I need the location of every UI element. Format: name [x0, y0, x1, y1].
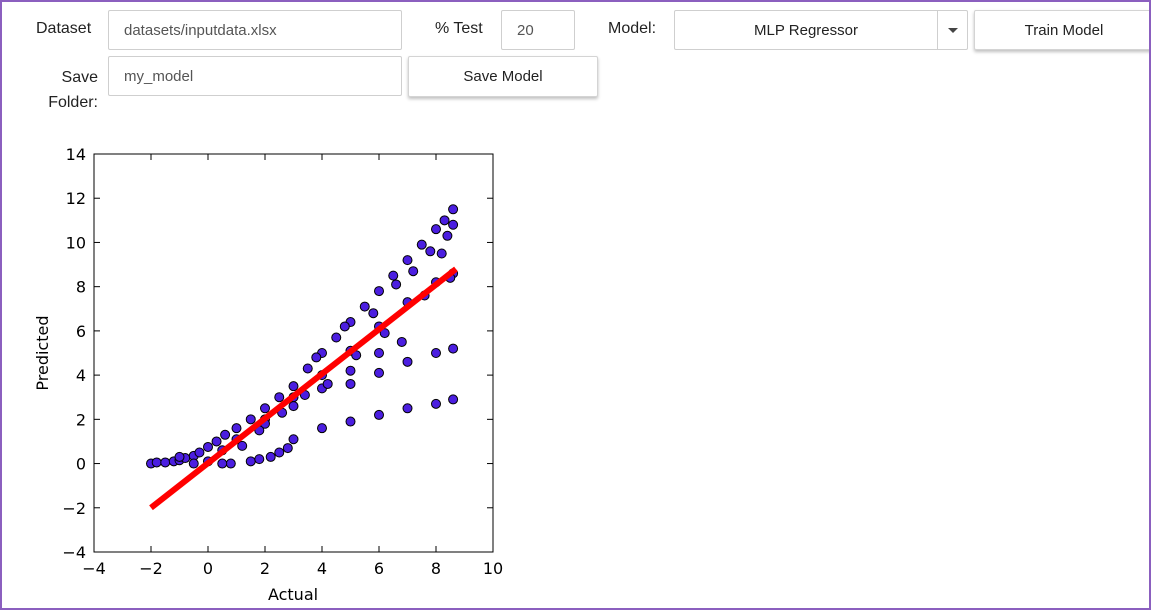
data-point — [425, 246, 436, 257]
data-point — [368, 308, 379, 319]
data-point — [237, 440, 248, 451]
data-point — [217, 458, 228, 469]
x-tick-label: −2 — [139, 559, 163, 578]
save-folder-label: Save Folder: — [32, 65, 98, 115]
y-tick-label: 2 — [76, 410, 86, 429]
data-point — [345, 365, 356, 376]
data-point — [388, 270, 399, 281]
data-point — [402, 255, 413, 266]
y-tick-label: 4 — [76, 366, 86, 385]
data-point — [331, 332, 342, 343]
data-point — [374, 367, 384, 378]
data-point — [174, 451, 185, 462]
data-point — [225, 458, 236, 469]
data-point — [391, 279, 402, 290]
x-tick-label: 10 — [483, 559, 503, 578]
data-point — [408, 266, 419, 277]
data-point — [448, 343, 459, 354]
data-point — [245, 414, 256, 425]
data-point — [160, 457, 171, 468]
data-point — [416, 239, 427, 250]
data-point — [245, 456, 256, 467]
data-point — [436, 248, 447, 259]
data-point — [265, 451, 276, 462]
x-tick-label: 6 — [374, 559, 384, 578]
data-point — [260, 403, 270, 414]
model-select-value: MLP Regressor — [754, 21, 858, 39]
dropdown-arrow-icon[interactable] — [937, 11, 967, 49]
data-point — [379, 328, 390, 339]
y-axis-label: Predicted — [33, 315, 52, 390]
model-label: Model: — [608, 20, 657, 37]
data-point — [359, 301, 370, 312]
data-point — [254, 454, 265, 465]
test-percent-label: % Test — [435, 20, 483, 37]
data-point — [374, 286, 384, 297]
data-point — [442, 230, 453, 241]
data-point — [274, 447, 285, 458]
fit-line — [149, 266, 458, 511]
y-tick-label: −2 — [62, 499, 86, 518]
data-point — [396, 336, 407, 347]
x-tick-label: 8 — [431, 559, 441, 578]
data-point — [402, 356, 413, 367]
data-point — [231, 423, 242, 434]
data-point — [374, 409, 384, 420]
test-percent-input[interactable]: 20 — [501, 10, 575, 50]
save-label-line2: Folder: — [48, 94, 98, 111]
data-point — [339, 321, 350, 332]
data-point — [448, 394, 459, 405]
x-tick-label: 4 — [317, 559, 327, 578]
save-folder-input[interactable]: my_model — [108, 56, 402, 96]
y-tick-label: 8 — [76, 278, 86, 297]
data-point — [431, 224, 441, 235]
data-point — [288, 401, 299, 412]
data-point — [274, 392, 285, 403]
data-point — [402, 403, 413, 414]
save-label-line1: Save — [61, 69, 98, 86]
y-tick-label: 12 — [66, 189, 86, 208]
plot-area-frame — [93, 153, 494, 553]
model-select[interactable]: MLP Regressor — [674, 10, 968, 50]
x-tick-label: 2 — [260, 559, 270, 578]
data-point — [374, 348, 384, 358]
predicted-vs-actual-chart: −4 −2 0 2 4 6 8 10 −4 −2 0 2 4 6 8 10 12 14 Actual Predi… — [33, 145, 503, 604]
data-point — [194, 447, 205, 458]
x-axis-label: Actual — [268, 585, 318, 604]
data-point — [439, 215, 450, 226]
x-tick-label: 0 — [203, 559, 213, 578]
data-point — [302, 363, 313, 374]
data-point — [431, 398, 441, 409]
y-tick-label: −4 — [62, 543, 86, 562]
data-point — [317, 423, 327, 434]
y-tick-label: 10 — [66, 233, 86, 252]
y-tick-label: 0 — [76, 455, 86, 474]
data-point — [322, 378, 333, 389]
save-model-button[interactable]: Save Model — [408, 56, 598, 97]
data-point — [211, 436, 222, 447]
train-model-button[interactable]: Train Model — [974, 10, 1149, 50]
data-point — [282, 443, 293, 454]
data-point — [151, 457, 162, 468]
data-point — [288, 381, 299, 392]
data-point — [220, 429, 231, 440]
data-point — [203, 441, 213, 452]
data-point — [311, 352, 322, 363]
data-point — [188, 458, 199, 469]
dataset-label: Dataset — [36, 20, 92, 37]
data-point — [345, 416, 356, 427]
data-point — [448, 219, 459, 230]
dataset-path-input[interactable]: datasets/inputdata.xlsx — [108, 10, 402, 50]
y-tick-label: 6 — [76, 322, 86, 341]
y-tick-label: 14 — [66, 145, 86, 164]
x-tick-label: −4 — [82, 559, 106, 578]
data-point — [431, 348, 441, 358]
data-point — [448, 204, 459, 215]
data-point — [288, 434, 299, 445]
data-point — [345, 378, 356, 389]
